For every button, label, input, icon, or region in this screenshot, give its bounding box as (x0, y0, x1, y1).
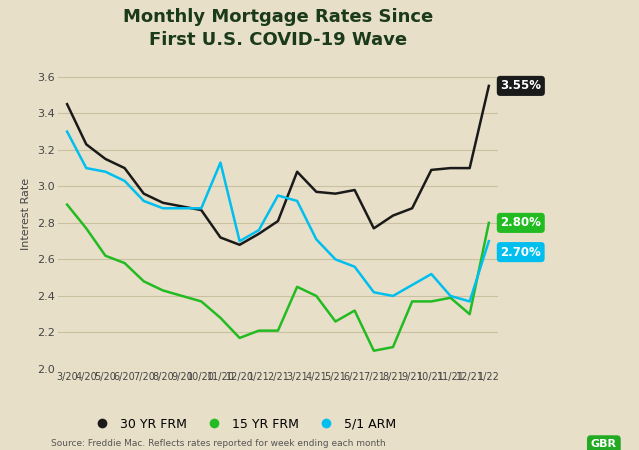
Y-axis label: Interest Rate: Interest Rate (21, 178, 31, 250)
Text: 3.55%: 3.55% (500, 79, 541, 92)
Text: 2.80%: 2.80% (500, 216, 541, 230)
Legend: 30 YR FRM, 15 YR FRM, 5/1 ARM: 30 YR FRM, 15 YR FRM, 5/1 ARM (85, 413, 401, 436)
Text: GBR: GBR (591, 439, 617, 449)
Text: 2.70%: 2.70% (500, 246, 541, 259)
Text: Source: Freddie Mac. Reflects rates reported for week ending each month: Source: Freddie Mac. Reflects rates repo… (51, 438, 386, 447)
Title: Monthly Mortgage Rates Since
First U.S. COVID-19 Wave: Monthly Mortgage Rates Since First U.S. … (123, 9, 433, 49)
